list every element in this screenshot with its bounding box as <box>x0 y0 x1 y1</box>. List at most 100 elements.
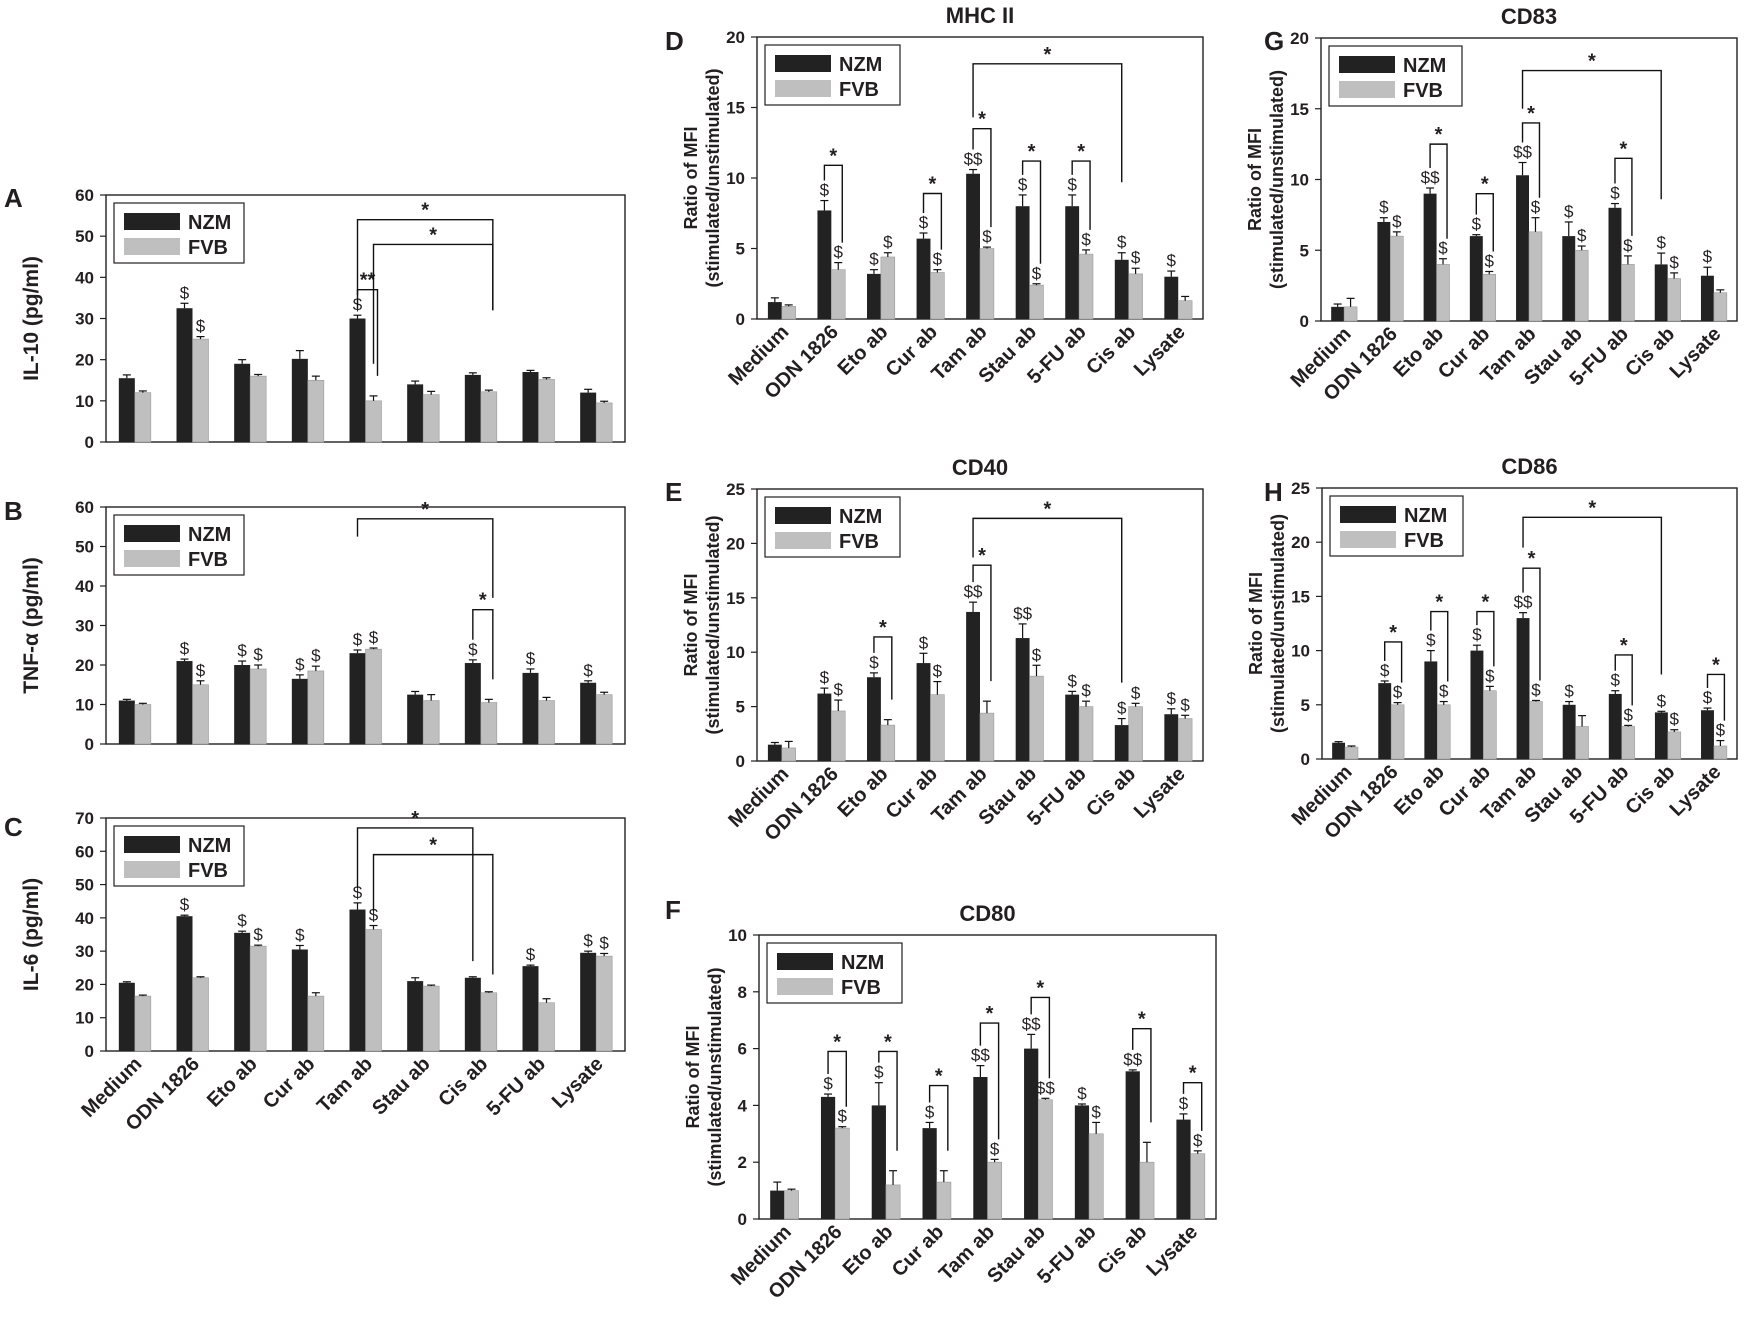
panel-b-bar-fvb <box>422 700 440 745</box>
panel-a-bar-nzm <box>580 392 597 442</box>
panel-g-ytick-label: 10 <box>1290 171 1309 190</box>
panel-g-sig-fvb: $ <box>1485 251 1495 270</box>
panel-g-bar-nzm <box>1700 275 1714 321</box>
panel-e-ytick-label: 10 <box>726 643 745 662</box>
panel-g-ylabel2: (stimulated/unstimulated) <box>1267 70 1287 289</box>
panel-a-bracket-label: * <box>421 200 429 222</box>
panel-b-bar-fvb <box>365 648 382 745</box>
panel-d-bar-nzm <box>867 273 881 319</box>
panel-g-bar-fvb <box>1390 235 1404 322</box>
panel-e-sig-nzm: $ <box>1067 671 1077 690</box>
panel-g-sig-nzm: $$ <box>1513 143 1532 162</box>
panel-d-category-label: Eto ab <box>834 321 893 380</box>
panel-h-bar-nzm <box>1424 661 1438 759</box>
panel-f-sig-fvb: $$ <box>1036 1078 1055 1097</box>
panel-e-bracket-label: * <box>1043 498 1051 520</box>
panel-f-bar-fvb <box>1088 1133 1104 1220</box>
panel-h-bar-nzm <box>1701 710 1714 759</box>
panel-d-sig-nzm: $ <box>919 213 929 232</box>
panel-e-ytick-label: 20 <box>726 534 745 553</box>
panel-f-category-label: Eto ab <box>839 1221 898 1280</box>
panel-g-sig-fvb: $ <box>1669 253 1679 272</box>
panel-e-bracket-label: * <box>879 617 887 639</box>
panel-e-sig-nzm: $ <box>869 653 879 672</box>
panel-a-ytick-label: 50 <box>75 227 94 246</box>
panel-b-bar-nzm <box>234 665 251 744</box>
panel-g-bracket-label: * <box>1527 103 1535 125</box>
panel-h-bar-nzm <box>1654 712 1668 759</box>
panel-b-bar-nzm <box>118 700 135 744</box>
panel-f-bar-nzm <box>1074 1105 1090 1219</box>
panel-h-bracket-label: * <box>1588 497 1596 519</box>
panel-c-bar-nzm <box>580 952 597 1051</box>
panel-d-bar-fvb <box>930 272 945 320</box>
panel-f-sig-fvb: $ <box>1091 1102 1101 1121</box>
panel-d-bar-nzm <box>817 210 832 319</box>
panel-e-sig-bracket <box>972 517 1123 683</box>
panel-c-legend-swatch-nzm <box>124 836 180 853</box>
panel-g-sig-nzm: $ <box>1472 215 1482 234</box>
panel-d-bracket-label: * <box>978 109 986 131</box>
panel-b-sig-fvb: $ <box>196 661 206 680</box>
panel-f-sig-bracket <box>827 1050 847 1107</box>
panel-a-bar-fvb <box>307 379 325 443</box>
panel-b-sig-nzm: $ <box>583 661 593 680</box>
panel-f-category-label: Cis ab <box>1093 1221 1151 1279</box>
panel-g-ytick-label: 20 <box>1290 29 1309 48</box>
panel-b-bracket-label: * <box>479 590 487 612</box>
panel-g-legend-swatch-fvb <box>1339 81 1395 98</box>
panel-e-sig-nzm: $$ <box>1013 604 1032 623</box>
panel-d-bar-fvb <box>1029 284 1044 320</box>
panel-e-ylabel: Ratio of MFI <box>681 574 701 677</box>
panel-d-bar-nzm <box>916 238 931 319</box>
panel-f-ytick-label: 0 <box>738 1210 747 1229</box>
panel-b-sig-nzm: $ <box>526 649 536 668</box>
panel-a-bar-fvb <box>538 379 555 443</box>
panel-e-bracket-label: * <box>978 545 986 567</box>
panel-e-bar-nzm <box>1015 638 1030 761</box>
panel-e-ytick-label: 5 <box>736 698 745 717</box>
panel-d-bar-nzm <box>767 302 782 319</box>
panel-b-bar-nzm <box>176 661 193 744</box>
panel-d-label: D <box>665 26 684 56</box>
panel-f-ytick-label: 8 <box>738 983 747 1002</box>
panel-a-bar-nzm <box>522 372 539 442</box>
panel-f-sig-bracket <box>1182 1081 1203 1131</box>
panel-d-bar-nzm <box>1164 276 1179 319</box>
panel-f-sig-nzm: $ <box>874 1063 884 1082</box>
panel-d-ytick-label: 15 <box>726 99 745 118</box>
panel-d-bar-nzm <box>1065 206 1080 319</box>
panel-d-category-label: Cis ab <box>1082 321 1140 379</box>
panel-e-bar-nzm <box>1065 694 1080 761</box>
panel-h-bracket-label: * <box>1481 592 1489 614</box>
panel-d-sig-nzm: $$ <box>964 150 983 169</box>
panel-d-bar-fvb <box>781 306 796 320</box>
panel-h-bar-fvb <box>1713 745 1728 760</box>
panel-b-bar-nzm <box>464 663 481 744</box>
panel-g-bar-fvb <box>1621 264 1635 322</box>
panel-f-bar-nzm <box>820 1096 836 1219</box>
panel-c-ytick-label: 50 <box>75 876 94 895</box>
panel-d-bracket-label: * <box>1077 141 1085 163</box>
panel-e-bar-nzm <box>867 677 881 761</box>
panel-b-label: B <box>4 496 23 526</box>
panel-c-bar-nzm <box>118 982 135 1051</box>
panel-e-sig-fvb: $ <box>1180 695 1190 714</box>
panel-g-sig-fvb: $ <box>1531 198 1541 217</box>
panel-e-legend-swatch-nzm <box>775 507 831 524</box>
panel-c-bar-nzm <box>234 932 251 1051</box>
panel-g-bar-nzm <box>1469 236 1483 321</box>
panel-h-sig-nzm: $ <box>1611 671 1621 690</box>
panel-e-sig-fvb: $ <box>1131 683 1141 702</box>
panel-c-legend-swatch-fvb <box>124 861 180 878</box>
panel-b-sig-bracket <box>472 609 494 680</box>
panel-h-ytick-label: 25 <box>1291 479 1310 498</box>
panel-a-sig-fvb: $ <box>196 317 206 336</box>
panel-d-sig-fvb: $ <box>982 227 992 246</box>
panel-f-ytick-label: 4 <box>738 1096 748 1115</box>
panel-h-sig-nzm: $ <box>1564 682 1574 701</box>
panel-b-bar-fvb <box>538 700 555 745</box>
panel-f-bar-fvb <box>834 1127 850 1220</box>
panel-c-sig-nzm: $ <box>526 945 536 964</box>
